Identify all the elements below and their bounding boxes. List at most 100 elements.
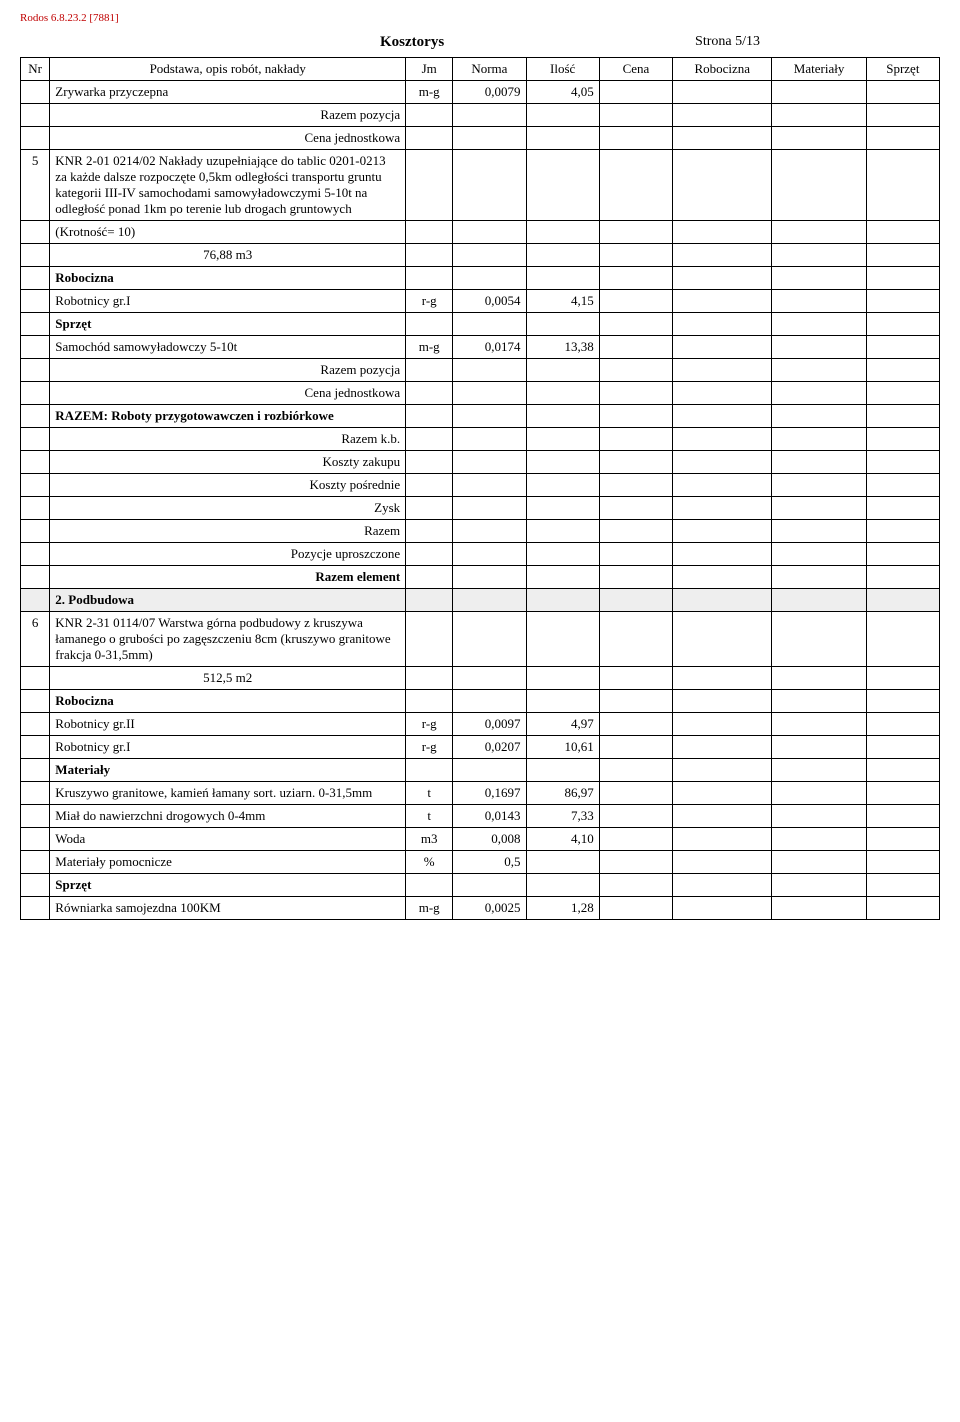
- cell-nr: [21, 897, 50, 920]
- cell-desc: Materiały pomocnicze: [50, 851, 406, 874]
- table-row: Materiały: [21, 759, 940, 782]
- cell-materialy: [772, 359, 866, 382]
- cell-desc: 512,5 m2: [50, 667, 406, 690]
- cell-ilosc: 1,28: [526, 897, 599, 920]
- cell-desc: Sprzęt: [50, 313, 406, 336]
- cell-cena: [599, 543, 672, 566]
- cell-robocizna: [673, 290, 772, 313]
- cell-sprzet: [866, 336, 939, 359]
- cell-norma: [453, 405, 526, 428]
- cell-sprzet: [866, 736, 939, 759]
- table-row: Koszty pośrednie: [21, 474, 940, 497]
- cell-norma: [453, 221, 526, 244]
- cell-desc: 76,88 m3: [50, 244, 406, 267]
- col-robocizna: Robocizna: [673, 58, 772, 81]
- cell-ilosc: [526, 667, 599, 690]
- cell-norma: [453, 543, 526, 566]
- table-row: 6KNR 2-31 0114/07 Warstwa górna podbudow…: [21, 612, 940, 667]
- cell-materialy: [772, 736, 866, 759]
- cost-table: Nr Podstawa, opis robót, nakłady Jm Norm…: [20, 57, 940, 920]
- cell-nr: [21, 851, 50, 874]
- cell-desc: Woda: [50, 828, 406, 851]
- table-row: Razem pozycja: [21, 104, 940, 127]
- cell-ilosc: [526, 428, 599, 451]
- cell-desc: (Krotność= 10): [50, 221, 406, 244]
- cell-robocizna: [673, 805, 772, 828]
- cell-desc: 2. Podbudowa: [50, 589, 406, 612]
- cell-materialy: [772, 690, 866, 713]
- cell-jm: r-g: [406, 736, 453, 759]
- cell-nr: 5: [21, 150, 50, 221]
- cell-sprzet: [866, 104, 939, 127]
- cell-cena: [599, 428, 672, 451]
- table-row: Koszty zakupu: [21, 451, 940, 474]
- cell-robocizna: [673, 267, 772, 290]
- cell-desc: Robocizna: [50, 267, 406, 290]
- cell-norma: [453, 428, 526, 451]
- cell-ilosc: [526, 690, 599, 713]
- cell-ilosc: [526, 313, 599, 336]
- cell-cena: [599, 897, 672, 920]
- cell-norma: 0,0174: [453, 336, 526, 359]
- cell-jm: [406, 566, 453, 589]
- cell-desc: Robotnicy gr.II: [50, 713, 406, 736]
- cell-ilosc: [526, 382, 599, 405]
- table-row: Sprzęt: [21, 313, 940, 336]
- cell-desc: KNR 2-31 0114/07 Warstwa górna podbudowy…: [50, 612, 406, 667]
- cell-norma: [453, 359, 526, 382]
- cell-robocizna: [673, 150, 772, 221]
- cell-cena: [599, 474, 672, 497]
- cell-jm: [406, 667, 453, 690]
- cell-materialy: [772, 805, 866, 828]
- cell-materialy: [772, 759, 866, 782]
- cell-robocizna: [673, 244, 772, 267]
- cell-desc: Razem pozycja: [50, 359, 406, 382]
- cell-desc: Zysk: [50, 497, 406, 520]
- cell-norma: [453, 474, 526, 497]
- cell-robocizna: [673, 336, 772, 359]
- cell-jm: m-g: [406, 81, 453, 104]
- cell-nr: [21, 81, 50, 104]
- cell-norma: [453, 874, 526, 897]
- cell-cena: [599, 405, 672, 428]
- cell-ilosc: 4,97: [526, 713, 599, 736]
- cell-nr: [21, 290, 50, 313]
- document-title: Kosztorys: [380, 34, 444, 51]
- cell-nr: [21, 667, 50, 690]
- cell-nr: [21, 127, 50, 150]
- cell-sprzet: [866, 290, 939, 313]
- cell-ilosc: 4,15: [526, 290, 599, 313]
- cell-norma: [453, 451, 526, 474]
- cell-sprzet: [866, 759, 939, 782]
- cell-sprzet: [866, 221, 939, 244]
- col-sprzet: Sprzęt: [866, 58, 939, 81]
- cell-robocizna: [673, 543, 772, 566]
- cell-desc: Razem pozycja: [50, 104, 406, 127]
- cell-nr: [21, 428, 50, 451]
- cell-ilosc: [526, 451, 599, 474]
- cell-sprzet: [866, 612, 939, 667]
- cell-sprzet: [866, 359, 939, 382]
- cell-norma: [453, 150, 526, 221]
- cell-cena: [599, 713, 672, 736]
- cell-ilosc: 13,38: [526, 336, 599, 359]
- cell-sprzet: [866, 543, 939, 566]
- cell-sprzet: [866, 313, 939, 336]
- cell-nr: [21, 736, 50, 759]
- cell-cena: [599, 497, 672, 520]
- cell-nr: [21, 782, 50, 805]
- cell-jm: r-g: [406, 290, 453, 313]
- table-row: Robotnicy gr.Ir-g0,00544,15: [21, 290, 940, 313]
- cell-robocizna: [673, 81, 772, 104]
- table-row: RAZEM: Roboty przygotowawczen i rozbiórk…: [21, 405, 940, 428]
- table-row: Pozycje uproszczone: [21, 543, 940, 566]
- cell-sprzet: [866, 497, 939, 520]
- cell-ilosc: [526, 874, 599, 897]
- cell-materialy: [772, 566, 866, 589]
- cell-desc: Koszty pośrednie: [50, 474, 406, 497]
- cell-sprzet: [866, 81, 939, 104]
- col-nr: Nr: [21, 58, 50, 81]
- cell-sprzet: [866, 690, 939, 713]
- cell-desc: KNR 2-01 0214/02 Nakłady uzupełniające d…: [50, 150, 406, 221]
- cell-robocizna: [673, 667, 772, 690]
